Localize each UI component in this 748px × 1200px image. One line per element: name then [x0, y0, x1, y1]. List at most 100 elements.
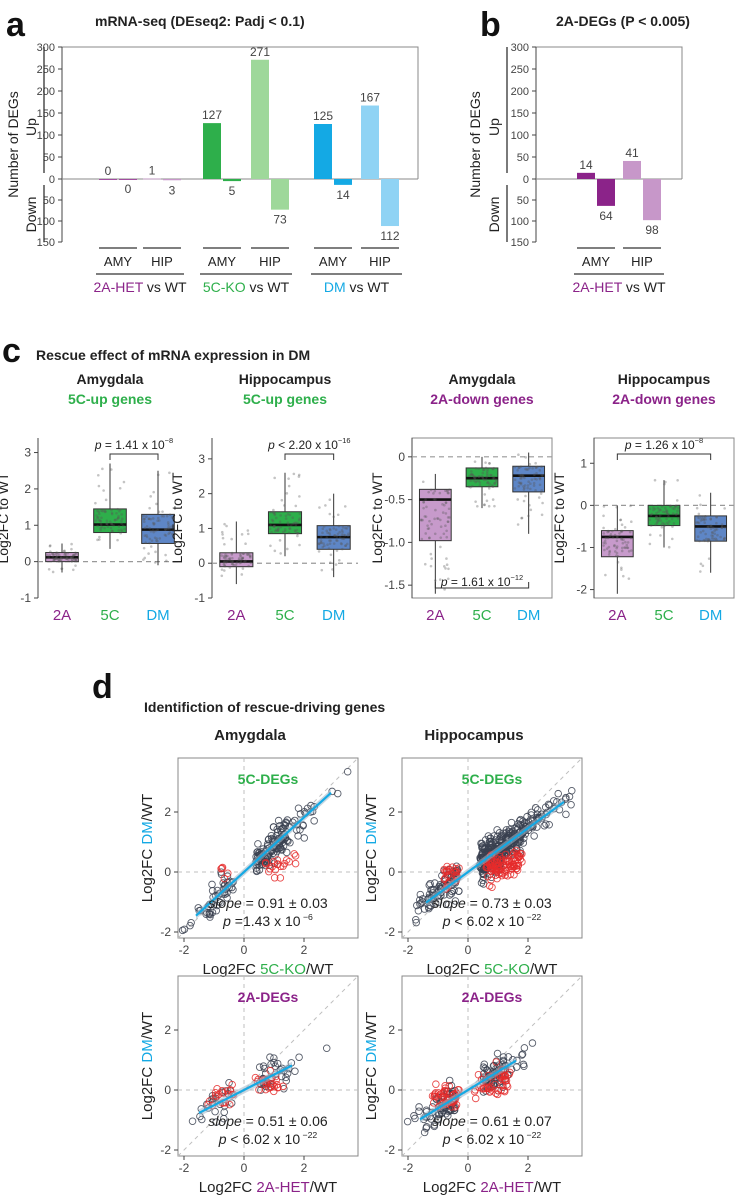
data-point: [706, 525, 710, 529]
data-point: [319, 535, 323, 538]
data-point: [74, 552, 78, 556]
scatter-point: [208, 880, 216, 889]
data-point: [54, 557, 58, 560]
data-point: [620, 530, 623, 534]
data-point: [696, 535, 700, 539]
data-point: [223, 542, 226, 546]
data-point: [671, 512, 675, 515]
data-point: [164, 534, 168, 537]
label-part: /WT: [139, 1012, 156, 1040]
data-point: [164, 553, 167, 557]
pvalue-label: p = 1.26 x 10−8: [624, 436, 703, 452]
label-part: < 2.20 x 10: [275, 438, 338, 452]
data-point: [70, 557, 73, 560]
y-tick-label: 0: [388, 1083, 395, 1097]
data-point: [524, 467, 527, 471]
bar-value-label: 73: [273, 213, 287, 227]
data-point: [487, 487, 491, 490]
data-point: [429, 488, 433, 492]
y-tick-label: 100: [511, 216, 529, 228]
pvalue-label: p < 6.02 x 10 −22: [218, 1130, 318, 1147]
data-point: [71, 568, 75, 572]
chart-title: 2A-DEGs (P < 0.005): [556, 13, 690, 29]
data-point: [296, 531, 299, 535]
data-point: [287, 484, 291, 488]
data-point: [278, 539, 282, 542]
data-point: [53, 557, 57, 561]
y-tick-label: -1.0: [384, 535, 405, 549]
data-point: [328, 531, 331, 535]
slope-label: slope = 0.61 ± 0.07: [432, 1113, 552, 1129]
data-point: [662, 510, 665, 514]
data-point: [519, 465, 523, 468]
label-part: Log2FC: [427, 961, 485, 978]
scatter-point: [412, 918, 421, 927]
data-point: [100, 509, 103, 513]
data-point: [696, 521, 700, 524]
data-point: [110, 511, 114, 515]
data-point: [72, 558, 76, 561]
data-point: [98, 519, 102, 523]
data-point: [715, 528, 719, 531]
data-point: [235, 561, 239, 564]
data-point: [483, 503, 486, 507]
data-point: [97, 484, 101, 488]
data-point: [223, 563, 226, 567]
data-point: [249, 561, 253, 565]
scatter-point: [417, 899, 425, 907]
data-point: [96, 516, 99, 520]
data-point: [675, 499, 679, 502]
data-point: [345, 527, 349, 530]
data-point: [120, 513, 123, 516]
data-point: [668, 505, 672, 508]
data-point: [239, 555, 243, 558]
data-point: [477, 479, 481, 483]
data-point: [64, 557, 68, 561]
data-point: [481, 468, 485, 472]
data-point: [533, 473, 536, 477]
box: [694, 515, 728, 542]
data-point: [521, 475, 525, 478]
data-point: [649, 513, 653, 517]
scatter-point-red: [495, 866, 504, 874]
y-tick-label: 250: [37, 64, 55, 76]
data-point: [516, 498, 520, 501]
label-part: vs WT: [246, 279, 290, 295]
scatter-point: [520, 1044, 529, 1052]
data-point: [142, 520, 146, 524]
label-part: 5C-KO: [484, 961, 530, 978]
data-point: [426, 527, 430, 531]
data-point: [425, 505, 428, 509]
data-point: [626, 546, 630, 550]
data-point: [224, 555, 227, 558]
data-point: [446, 491, 450, 495]
scatter-point: [187, 919, 195, 927]
data-point: [700, 516, 703, 519]
data-point: [665, 521, 669, 525]
data-point: [473, 460, 477, 463]
data-point: [220, 568, 224, 571]
data-point: [663, 506, 667, 510]
subplot-region: Amygdala: [449, 371, 516, 387]
scatter-point-red: [279, 1082, 287, 1091]
data-point: [243, 560, 246, 564]
data-point: [238, 561, 242, 565]
data-point: [228, 566, 232, 569]
x-tick-label: 2: [301, 943, 308, 957]
data-point: [719, 535, 722, 539]
set-title: 2A-DEGs: [462, 989, 523, 1005]
data-point: [99, 526, 102, 530]
data-point: [142, 546, 146, 550]
data-point: [427, 527, 431, 530]
data-point: [268, 527, 272, 531]
data-point: [619, 518, 622, 522]
scatter-point-red: [266, 865, 274, 873]
label-part: 5C-KO: [203, 279, 246, 295]
data-point: [272, 524, 276, 528]
label-part: 2A-HET: [480, 1179, 533, 1196]
data-point: [703, 515, 707, 518]
data-point: [469, 479, 472, 483]
data-point: [513, 465, 517, 469]
bar-value-label: 125: [313, 109, 333, 123]
label-part: DM: [139, 821, 156, 844]
